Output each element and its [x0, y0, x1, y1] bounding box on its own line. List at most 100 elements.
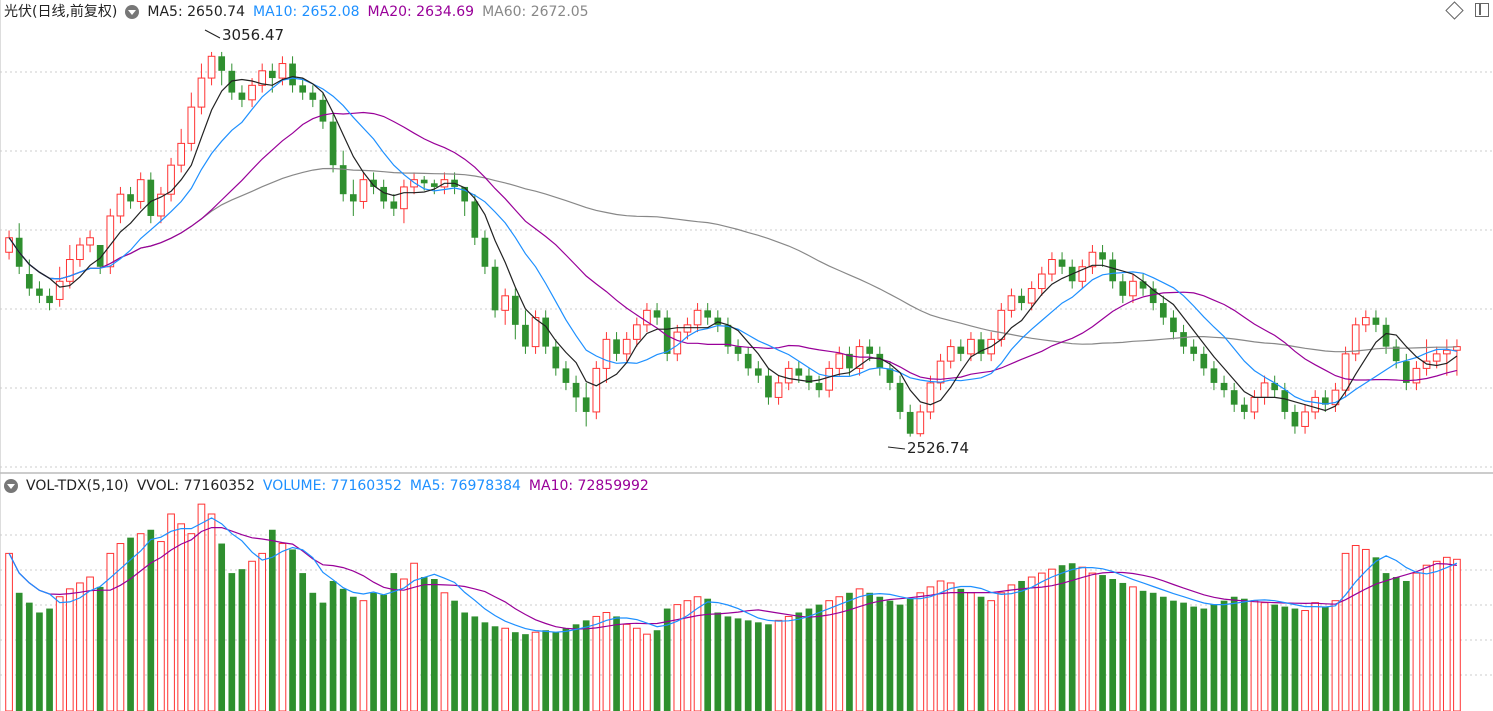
candle-body — [542, 317, 550, 347]
candle-body — [127, 194, 134, 202]
candle-body — [76, 244, 84, 261]
volume-bar — [1291, 608, 1299, 711]
volume-bar — [400, 578, 408, 711]
volume-label: VOLUME: 77160352 — [262, 478, 402, 494]
volume-bar — [886, 600, 894, 711]
volume-bar — [613, 616, 620, 711]
candle-body — [116, 193, 125, 217]
candle-body — [866, 346, 874, 354]
volume-bar — [592, 615, 601, 711]
volume-bar — [228, 573, 236, 711]
candle-body — [339, 165, 347, 195]
candle-body — [167, 164, 175, 195]
volume-bar — [197, 503, 206, 711]
candle-body — [1099, 252, 1106, 260]
volume-bar — [1240, 598, 1248, 711]
volume-bar — [501, 627, 510, 711]
ma60-line — [8, 167, 1457, 353]
candle-body — [693, 309, 702, 326]
volume-bar — [1048, 568, 1056, 711]
volume-bar — [1170, 600, 1177, 711]
candle-body — [1109, 259, 1117, 282]
volume-bar — [724, 616, 732, 711]
volume-bar — [552, 632, 560, 711]
candle-body — [187, 106, 196, 144]
volume-bar — [855, 588, 864, 711]
volume-bar — [319, 602, 327, 711]
volume-bar — [1230, 596, 1238, 711]
volume-bar — [511, 632, 519, 711]
candle-body — [289, 63, 296, 86]
volume-bar — [1180, 602, 1187, 711]
volume-bar — [1027, 576, 1036, 711]
high-annotation: 3056.47 — [222, 26, 285, 44]
candle-body — [1402, 361, 1410, 383]
volume-bar — [542, 630, 550, 711]
candle-body — [531, 317, 540, 348]
candle-body — [582, 397, 590, 412]
candle-body — [319, 99, 327, 122]
candle-body — [197, 77, 206, 108]
volume-bar — [572, 624, 580, 711]
candle-body — [1088, 251, 1097, 268]
volume-bar — [1210, 604, 1218, 711]
candle-body — [1037, 273, 1046, 290]
volume-bar — [157, 541, 165, 711]
candle-body — [1260, 382, 1269, 398]
candle-body — [846, 353, 853, 369]
candle-body — [522, 324, 529, 347]
candle-body — [1382, 324, 1390, 347]
candle-body — [795, 368, 803, 376]
volume-bar — [1220, 600, 1228, 711]
candle-body — [754, 368, 762, 376]
volume-bar — [1119, 582, 1127, 711]
volume-bar — [805, 608, 813, 711]
volume-bar — [299, 573, 307, 711]
candle-body — [147, 179, 155, 216]
low-arrow — [887, 446, 906, 450]
candle-body — [613, 339, 620, 354]
diamond-icon[interactable] — [1445, 0, 1464, 20]
candle-body — [916, 411, 925, 435]
volume-bar — [1200, 608, 1208, 711]
volume-bar — [1088, 572, 1097, 711]
volume-bar — [1149, 592, 1157, 711]
candle-body — [278, 63, 287, 79]
volume-bar — [420, 577, 428, 711]
candle-body — [349, 194, 357, 202]
chevron-down-icon[interactable] — [125, 5, 140, 19]
candle-body — [1250, 396, 1259, 413]
ma10-label: MA10: 2652.08 — [253, 4, 360, 20]
candle-body — [420, 179, 428, 184]
volume-bar — [622, 623, 631, 711]
volume-bar — [1361, 548, 1370, 711]
ma5-label: MA5: 2650.74 — [147, 4, 245, 20]
candle-body — [552, 346, 560, 369]
candle-body — [653, 310, 661, 318]
volume-bar — [430, 579, 438, 711]
candle-body — [805, 375, 813, 383]
candle-body — [390, 201, 398, 209]
volume-bar — [106, 552, 115, 711]
volume-bar — [1331, 600, 1340, 711]
volume-bar — [1260, 602, 1269, 711]
volume-bar — [359, 600, 368, 711]
candle-body — [886, 368, 894, 383]
volume-bar — [1392, 577, 1400, 711]
chevron-down-icon[interactable] — [4, 479, 18, 493]
candle-body — [592, 367, 601, 413]
volume-bar — [15, 592, 23, 711]
candle-body — [268, 70, 276, 79]
window-icon[interactable] — [1475, 3, 1489, 17]
volume-bar — [268, 529, 276, 711]
volume-bar — [65, 588, 74, 711]
volume-bar — [289, 549, 296, 711]
candle-body — [55, 280, 64, 300]
volume-bar — [906, 598, 914, 711]
volume-bar — [36, 612, 43, 711]
candle-body — [96, 245, 104, 267]
candle-body — [25, 274, 33, 289]
chart-tools — [1445, 0, 1489, 20]
candle-body — [724, 324, 732, 347]
